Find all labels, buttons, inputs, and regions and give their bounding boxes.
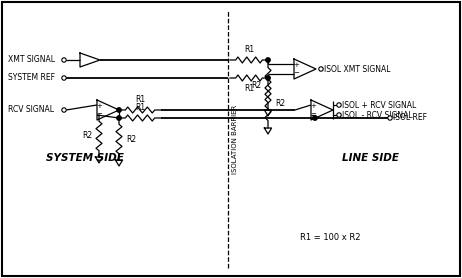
Circle shape [319,67,323,71]
Text: −: − [97,111,103,117]
Text: R2: R2 [126,135,136,143]
Text: +: + [97,103,103,109]
Circle shape [62,76,66,80]
Text: −: − [294,70,299,76]
Text: R2: R2 [251,81,261,90]
Text: ISOL - RCV SIGNAL: ISOL - RCV SIGNAL [342,110,413,120]
Text: RCV SIGNAL: RCV SIGNAL [8,105,54,115]
Text: ISOLATION BARRIER: ISOLATION BARRIER [232,104,238,174]
Text: ISOL + RCV SIGNAL: ISOL + RCV SIGNAL [342,101,416,110]
Circle shape [337,103,341,107]
Text: +: + [294,62,299,68]
Text: +: + [311,103,316,109]
Circle shape [117,116,121,120]
Text: SYSTEM REF: SYSTEM REF [8,73,55,83]
Text: XMT SIGNAL: XMT SIGNAL [8,56,55,64]
Circle shape [266,76,270,80]
Text: LINE SIDE: LINE SIDE [341,153,399,163]
Circle shape [117,108,121,112]
Text: R1: R1 [135,95,145,104]
Text: R2: R2 [82,131,92,140]
Circle shape [62,58,66,62]
Text: R1: R1 [244,84,254,93]
Circle shape [266,58,270,62]
Circle shape [337,113,341,117]
Circle shape [388,116,392,120]
Text: ISOL XMT SIGNAL: ISOL XMT SIGNAL [324,64,390,73]
Text: ISOL REF: ISOL REF [393,113,427,123]
Text: −: − [311,111,316,117]
Circle shape [62,108,66,112]
Text: R2: R2 [275,98,285,108]
Text: R1: R1 [244,45,254,54]
Text: R1 = 100 x R2: R1 = 100 x R2 [300,234,360,242]
Circle shape [313,116,317,120]
Text: SYSTEM SIDE: SYSTEM SIDE [46,153,124,163]
Text: R1: R1 [135,103,145,112]
